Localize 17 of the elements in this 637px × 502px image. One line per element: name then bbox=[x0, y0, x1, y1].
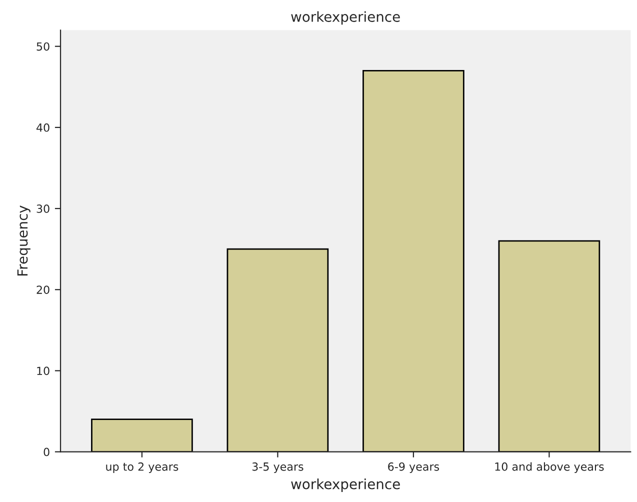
x-tick-label: 6-9 years bbox=[388, 462, 440, 473]
y-tick-label: 50 bbox=[36, 42, 50, 51]
bar bbox=[498, 240, 600, 452]
y-tick-label: 30 bbox=[36, 204, 50, 213]
bar bbox=[226, 248, 329, 452]
bar bbox=[362, 70, 464, 452]
x-tick-label: 3-5 years bbox=[252, 462, 304, 473]
y-tick-label: 40 bbox=[36, 123, 50, 132]
x-tick-label: 10 and above years bbox=[495, 462, 604, 473]
y-tick-label: 0 bbox=[44, 448, 50, 456]
y-tick-label: 10 bbox=[37, 366, 50, 376]
x-axis-title: workexperience bbox=[291, 478, 400, 492]
x-tick-label: up to 2 years bbox=[106, 462, 178, 473]
chart-title: workexperience bbox=[291, 11, 400, 25]
y-tick-label: 20 bbox=[36, 286, 50, 294]
y-axis-title: Frequency bbox=[17, 206, 30, 276]
bar bbox=[91, 418, 193, 452]
